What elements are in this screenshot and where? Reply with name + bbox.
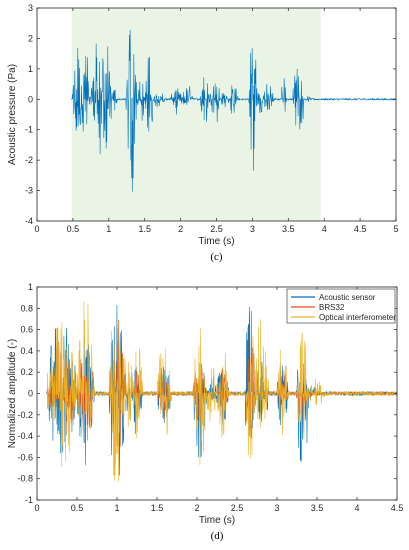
x-tick-label: 4 bbox=[322, 224, 327, 234]
y-tick-label: -0.4 bbox=[17, 431, 33, 441]
x-tick-label: 4.5 bbox=[391, 503, 404, 513]
y-tick-label: -1 bbox=[25, 495, 33, 505]
y-tick-label: -3 bbox=[25, 186, 33, 196]
y-tick-label: 2 bbox=[28, 33, 33, 43]
chart-c-panel-label: (c) bbox=[210, 251, 223, 263]
x-tick-label: 3.5 bbox=[282, 224, 295, 234]
y-tick-label: -2 bbox=[25, 155, 33, 165]
x-tick-label: 3 bbox=[274, 503, 279, 513]
y-tick-label: 0.6 bbox=[20, 325, 33, 335]
y-tick-label: -0.6 bbox=[17, 452, 33, 462]
x-tick-label: 2 bbox=[194, 503, 199, 513]
series-line-optical-interferometer bbox=[46, 301, 398, 482]
chart-d-legend: Acoustic sensor BRS32 Optical interferom… bbox=[286, 288, 396, 324]
x-tick-label: 2 bbox=[178, 224, 183, 234]
x-tick-label: 1 bbox=[106, 224, 111, 234]
x-tick-label: 0 bbox=[34, 224, 39, 234]
y-tick-label: 1 bbox=[28, 282, 33, 292]
y-tick-label: 3 bbox=[28, 3, 33, 13]
y-tick-label: -4 bbox=[25, 216, 33, 226]
y-tick-label: -1 bbox=[25, 125, 33, 135]
y-tick-label: 0 bbox=[28, 94, 33, 104]
chart-c-x-axis-label: Time (s) bbox=[198, 236, 234, 247]
x-tick-label: 0.5 bbox=[71, 503, 84, 513]
chart-d-panel-label: (d) bbox=[211, 530, 224, 542]
chart-c-series-group bbox=[71, 29, 397, 192]
x-tick-label: 1 bbox=[114, 503, 119, 513]
y-tick-label: -0.2 bbox=[17, 410, 33, 420]
x-tick-label: 4.5 bbox=[354, 224, 367, 234]
chart-d: 0 0.5 1 1.5 2 2.5 3 3.5 4 4.5 -1-0.8-0.6-0.4-0.20… bbox=[7, 282, 403, 542]
series-line-acoustic-sensor bbox=[46, 305, 398, 476]
legend-label-brs32: BRS32 bbox=[319, 303, 345, 312]
chart-c-x-ticks: 0 0.5 1 1.5 2 2.5 3 3.5 4 4.5 5 bbox=[34, 8, 399, 234]
x-tick-label: 0.5 bbox=[67, 224, 80, 234]
x-tick-label: 5 bbox=[393, 224, 398, 234]
x-tick-label: 3 bbox=[250, 224, 255, 234]
chart-d-legend-box bbox=[286, 288, 396, 324]
chart-c-highlight-region bbox=[71, 8, 321, 221]
chart-d-y-ticks: -1 -0.8 -0.6 -0.4 -0.2 0 0.2 0.4 0.6 0.8 1 bbox=[17, 282, 397, 505]
x-tick-label: 0 bbox=[34, 503, 39, 513]
y-tick-label: 0.8 bbox=[20, 303, 33, 313]
chart-c: 0 0.5 1 1.5 2 2.5 3 3.5 4 4.5 5 -4 -3 -2 -1 0 1 2 3 Time … bbox=[7, 3, 399, 263]
x-tick-label: 4 bbox=[354, 503, 359, 513]
x-tick-label: 2.5 bbox=[231, 503, 244, 513]
chart-d-x-ticks: 0 0.5 1 1.5 2 2.5 3 3.5 4 4.5 bbox=[34, 287, 403, 513]
legend-label-optical-interferometer: Optical interferometer bbox=[319, 313, 396, 322]
x-tick-label: 1.5 bbox=[151, 503, 164, 513]
y-tick-label: 0.2 bbox=[20, 367, 33, 377]
chart-d-y-axis-label: Normalized amplitude (-) bbox=[7, 339, 18, 448]
y-tick-label: 0.4 bbox=[20, 346, 33, 356]
legend-label-acoustic-sensor: Acoustic sensor bbox=[319, 293, 376, 302]
y-tick-label: 1 bbox=[28, 64, 33, 74]
y-tick-label: 0 bbox=[28, 389, 33, 399]
chart-d-series-group bbox=[46, 301, 398, 482]
chart-c-y-ticks: -4 -3 -2 -1 0 1 2 3 bbox=[25, 3, 396, 226]
chart-c-y-axis-label: Acoustic pressure (Pa) bbox=[7, 64, 18, 165]
y-tick-label: -0.8 bbox=[17, 474, 33, 484]
x-tick-label: 2.5 bbox=[210, 224, 223, 234]
x-tick-label: 1.5 bbox=[138, 224, 151, 234]
chart-d-x-axis-label: Time (s) bbox=[199, 515, 235, 526]
series-line-waveform bbox=[71, 29, 397, 192]
x-tick-label: 3.5 bbox=[311, 503, 324, 513]
